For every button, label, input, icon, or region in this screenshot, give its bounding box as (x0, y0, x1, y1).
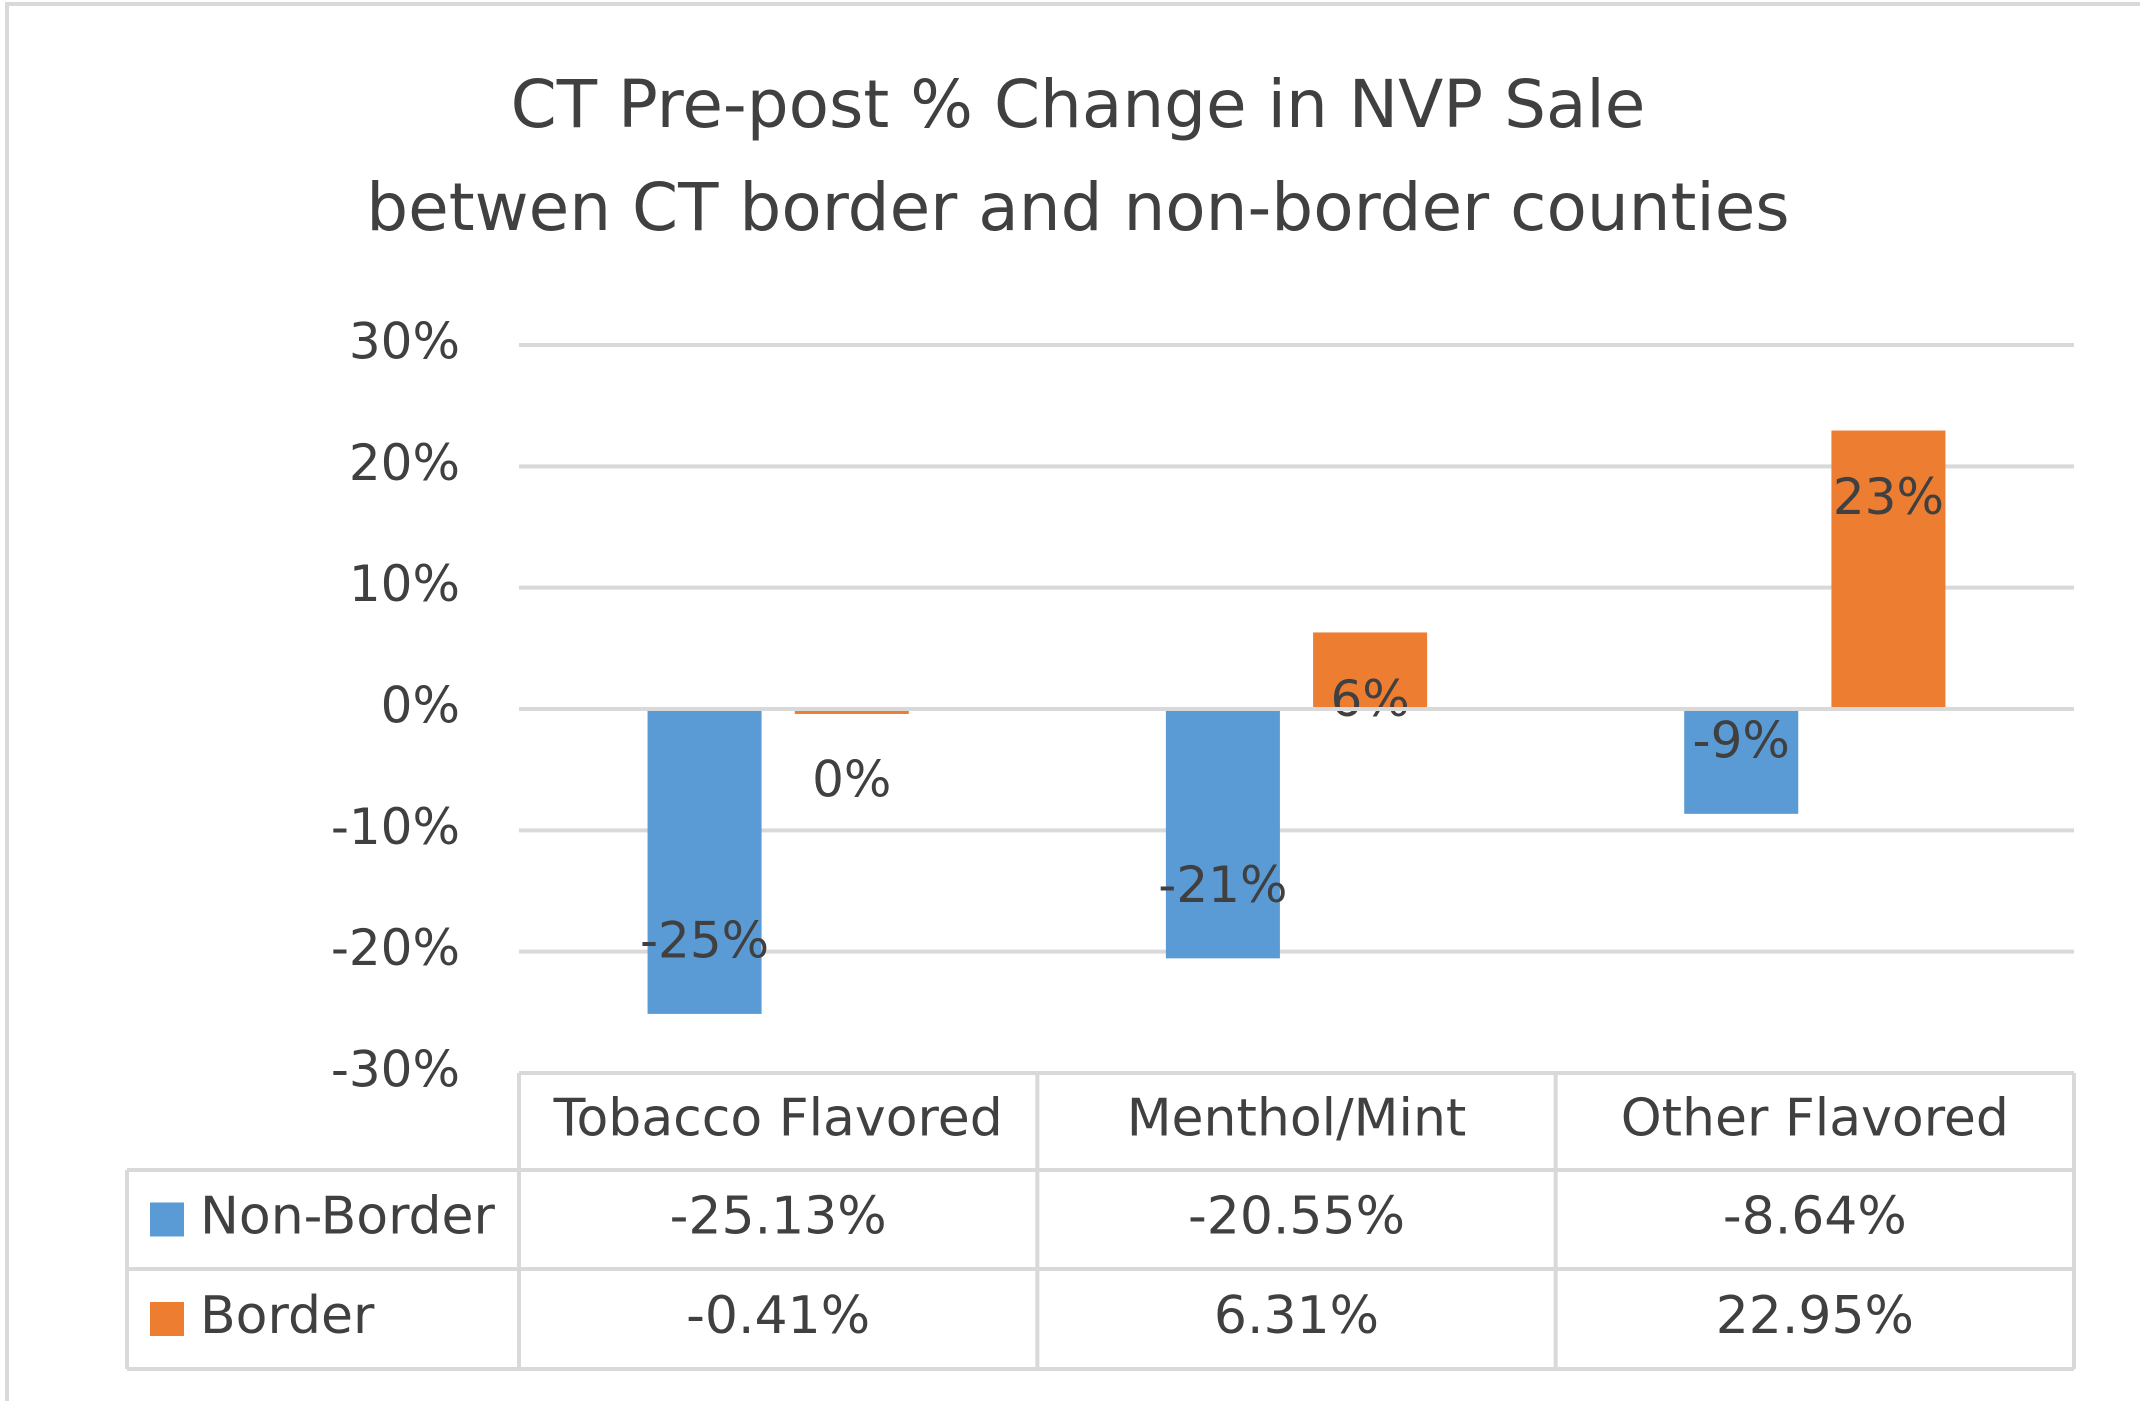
table-cell: -0.41% (686, 1286, 870, 1346)
data-label: -21% (1158, 856, 1287, 914)
table-cell: -25.13% (670, 1187, 887, 1247)
data-label: -9% (1693, 711, 1790, 769)
table-cell: 6.31% (1214, 1286, 1379, 1346)
bar (1313, 632, 1428, 709)
y-tick-label: 30% (349, 313, 460, 371)
y-tick-label: 0% (381, 677, 460, 735)
bar (1831, 430, 1946, 709)
legend-label: Non-Border (200, 1187, 496, 1247)
chart-subtitle: betwen CT border and non-border counties (366, 169, 1789, 246)
x-tick-label: Menthol/Mint (1127, 1089, 1467, 1149)
table-cell: 22.95% (1716, 1286, 1914, 1346)
table-cell: -20.55% (1188, 1187, 1405, 1247)
y-tick-label: 20% (349, 434, 460, 492)
chart-title: CT Pre-post % Change in NVP Sale (511, 66, 1646, 143)
data-label: 6% (1330, 670, 1409, 728)
legend-label: Border (200, 1286, 375, 1346)
data-label: -25% (640, 911, 769, 969)
table-cell: -8.64% (1723, 1187, 1907, 1247)
bar (647, 709, 762, 1014)
legend-key (150, 1202, 184, 1237)
x-tick-label: Tobacco Flavored (553, 1089, 1003, 1149)
data-label: 0% (812, 751, 891, 809)
x-tick-label: Other Flavored (1621, 1089, 2009, 1149)
y-tick-label: 10% (349, 555, 460, 613)
y-tick-label: -10% (331, 798, 460, 856)
y-tick-label: -20% (331, 919, 460, 977)
bar (1684, 709, 1799, 814)
legend-key (150, 1302, 184, 1336)
bar (1165, 709, 1280, 959)
bar (794, 709, 909, 714)
data-label: 23% (1833, 468, 1944, 526)
y-tick-label: -30% (331, 1041, 460, 1099)
